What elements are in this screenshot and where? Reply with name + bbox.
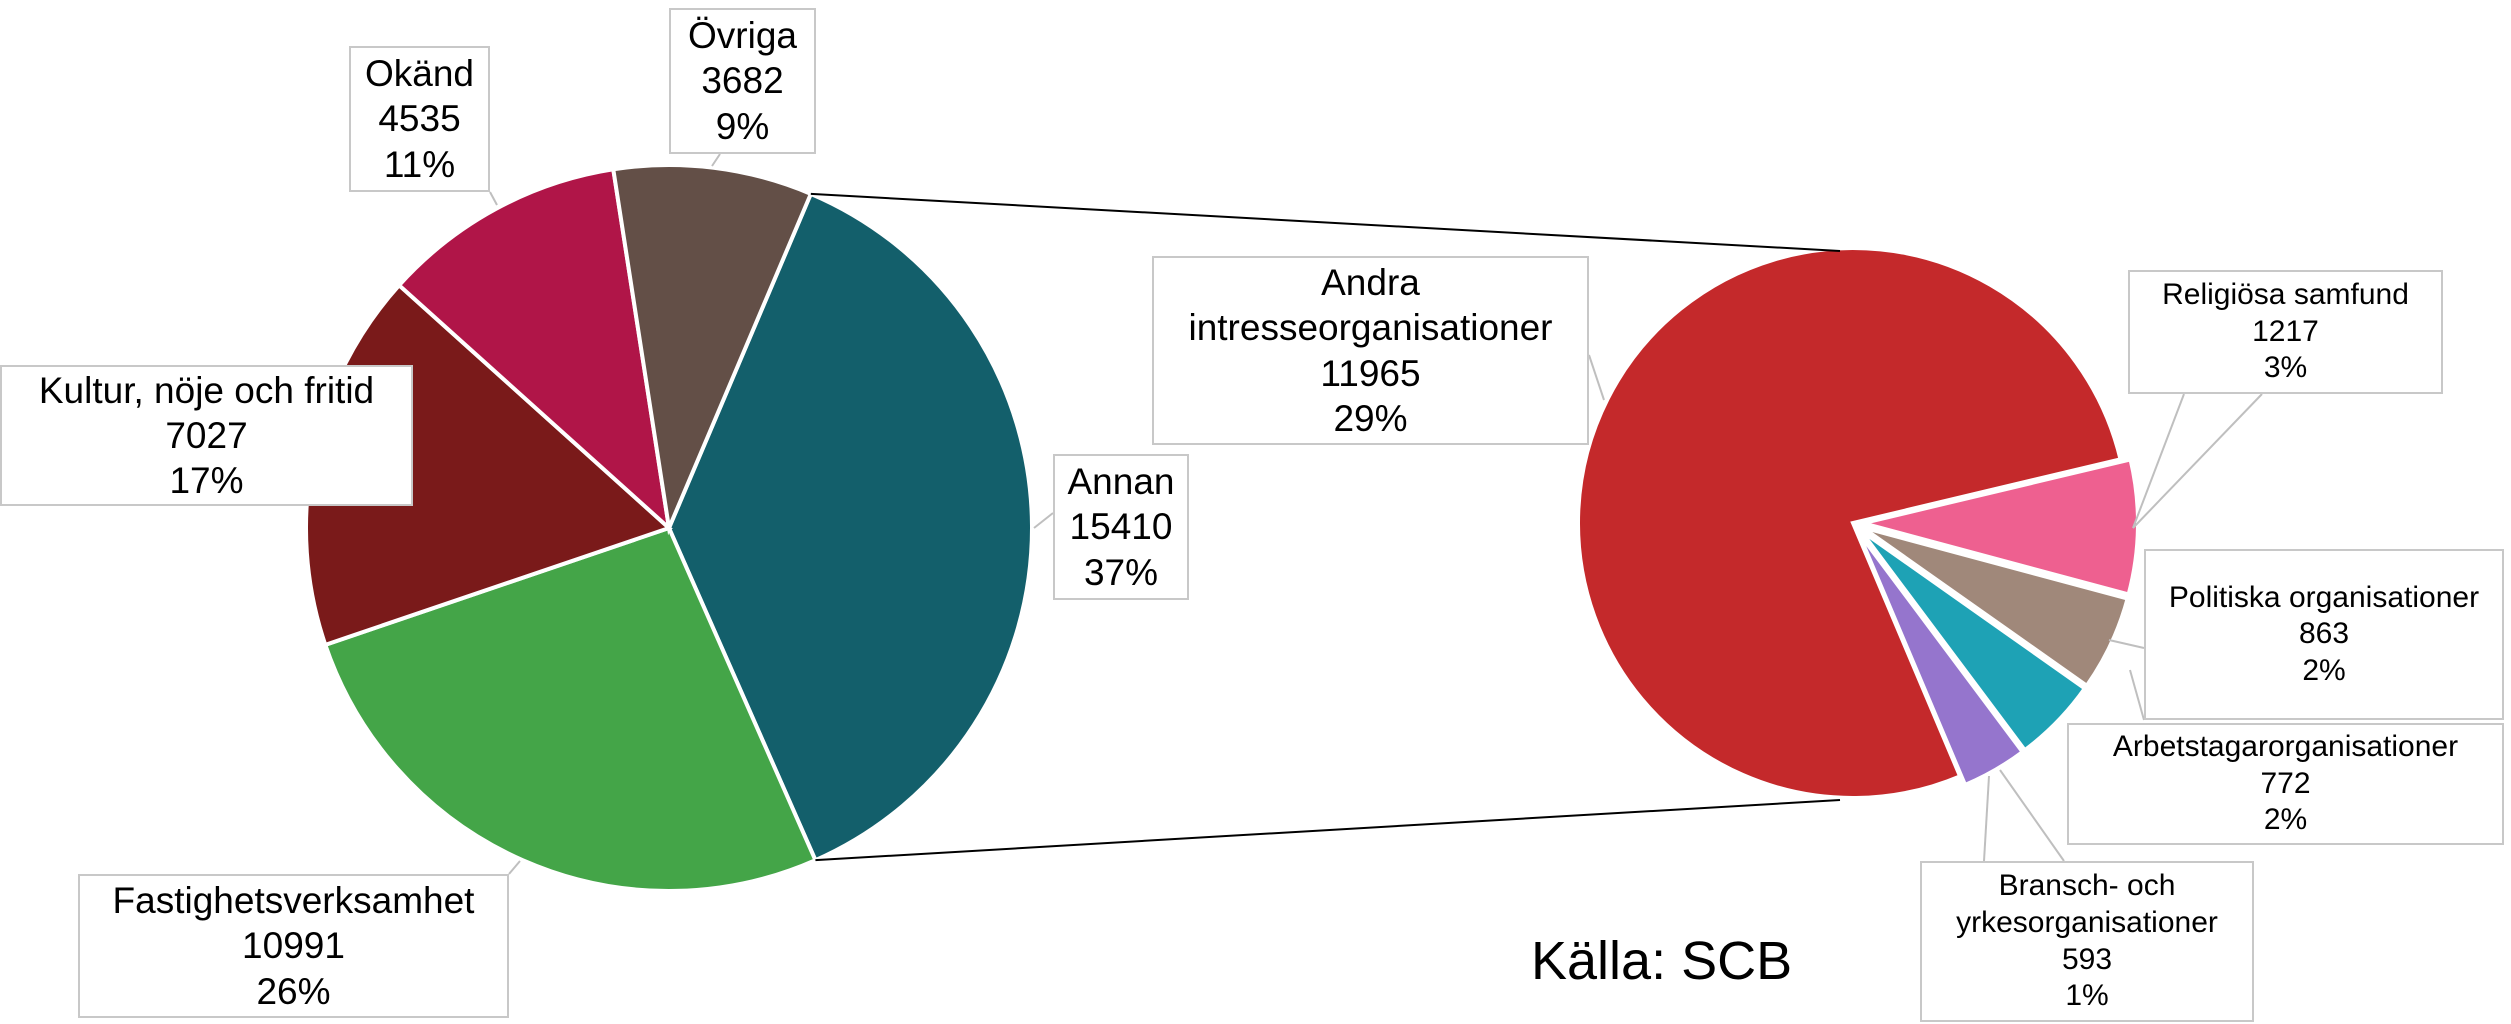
data-label: Bransch- och yrkesorganisationer 593 1% — [1920, 861, 2254, 1022]
data-label: Övriga 3682 9% — [669, 8, 816, 154]
label-percent: 3% — [2263, 351, 2308, 385]
label-name: Religiösa samfund — [2162, 278, 2409, 312]
data-label: Andra intresseorganisationer 11965 29% — [1152, 256, 1589, 445]
secondary-slice — [1860, 525, 2131, 689]
pie-slice — [666, 191, 1034, 863]
label-percent: 9% — [715, 105, 770, 147]
label-percent: 17% — [169, 460, 244, 502]
leader-line — [1588, 354, 1605, 401]
secondary-slice — [1856, 530, 2026, 788]
data-label: Okänd 4535 11% — [349, 46, 490, 192]
label-percent: 2% — [2263, 803, 2308, 837]
secondary-slice — [1862, 457, 2140, 597]
label-percent: 26% — [256, 970, 331, 1012]
data-label: Fastighetsverksamhet 10991 26% — [78, 874, 509, 1018]
data-label: Annan 15410 37% — [1053, 454, 1189, 600]
data-label: Politiska organisationer 863 2% — [2144, 549, 2504, 720]
leader-line — [2108, 639, 2145, 649]
leader-line — [2132, 393, 2263, 529]
label-name: Övriga — [688, 15, 797, 57]
secondary-slice — [1858, 528, 2088, 754]
source-note: Källa: SCB — [1531, 931, 1793, 991]
leader-line — [489, 191, 498, 206]
pie-slice — [611, 163, 814, 536]
label-percent: 29% — [1333, 397, 1408, 439]
label-value: 11965 — [1320, 352, 1421, 394]
leader-line — [1999, 769, 2065, 862]
pie-slice — [396, 167, 672, 534]
label-value: 863 — [2298, 617, 2350, 651]
leader-line — [711, 153, 721, 167]
leader-line — [1983, 775, 1990, 862]
label-value: 1217 — [2252, 314, 2319, 348]
label-name: Okänd — [364, 53, 474, 95]
label-name: Kultur, nöje och fritid — [38, 369, 375, 411]
leader-line — [2129, 669, 2145, 721]
label-percent: 1% — [2065, 979, 2109, 1013]
data-label: Kultur, nöje och fritid 7027 17% — [0, 365, 413, 506]
label-percent: 37% — [1083, 551, 1159, 593]
label-value: 7027 — [165, 414, 248, 456]
label-name: Andra intresseorganisationer — [1188, 262, 1553, 349]
leader-line — [2132, 393, 2185, 529]
data-label: Arbetstagarorganisationer 772 2% — [2067, 723, 2504, 845]
label-value: 10991 — [242, 925, 345, 967]
connector-line — [815, 799, 1841, 862]
pie-slice — [322, 525, 819, 893]
label-value: 15410 — [1069, 506, 1173, 548]
label-name: Annan — [1067, 461, 1175, 503]
leader-line — [508, 860, 521, 875]
label-value: 3682 — [701, 60, 784, 102]
label-name: Bransch- och yrkesorganisationer — [1956, 869, 2218, 939]
label-name: Arbetstagarorganisationer — [2112, 730, 2459, 764]
label-name: Fastighetsverksamhet — [112, 880, 475, 922]
label-value: 593 — [2061, 942, 2113, 976]
leader-line — [1033, 512, 1054, 529]
label-name: Politiska organisationer — [2168, 580, 2480, 614]
secondary-slice — [1576, 246, 2123, 801]
label-value: 772 — [2260, 766, 2311, 800]
label-percent: 11% — [383, 143, 456, 185]
connector-line — [810, 192, 1841, 252]
data-label: Religiösa samfund 1217 3% — [2128, 270, 2443, 394]
label-value: 4535 — [378, 98, 461, 140]
label-percent: 2% — [2302, 653, 2346, 687]
